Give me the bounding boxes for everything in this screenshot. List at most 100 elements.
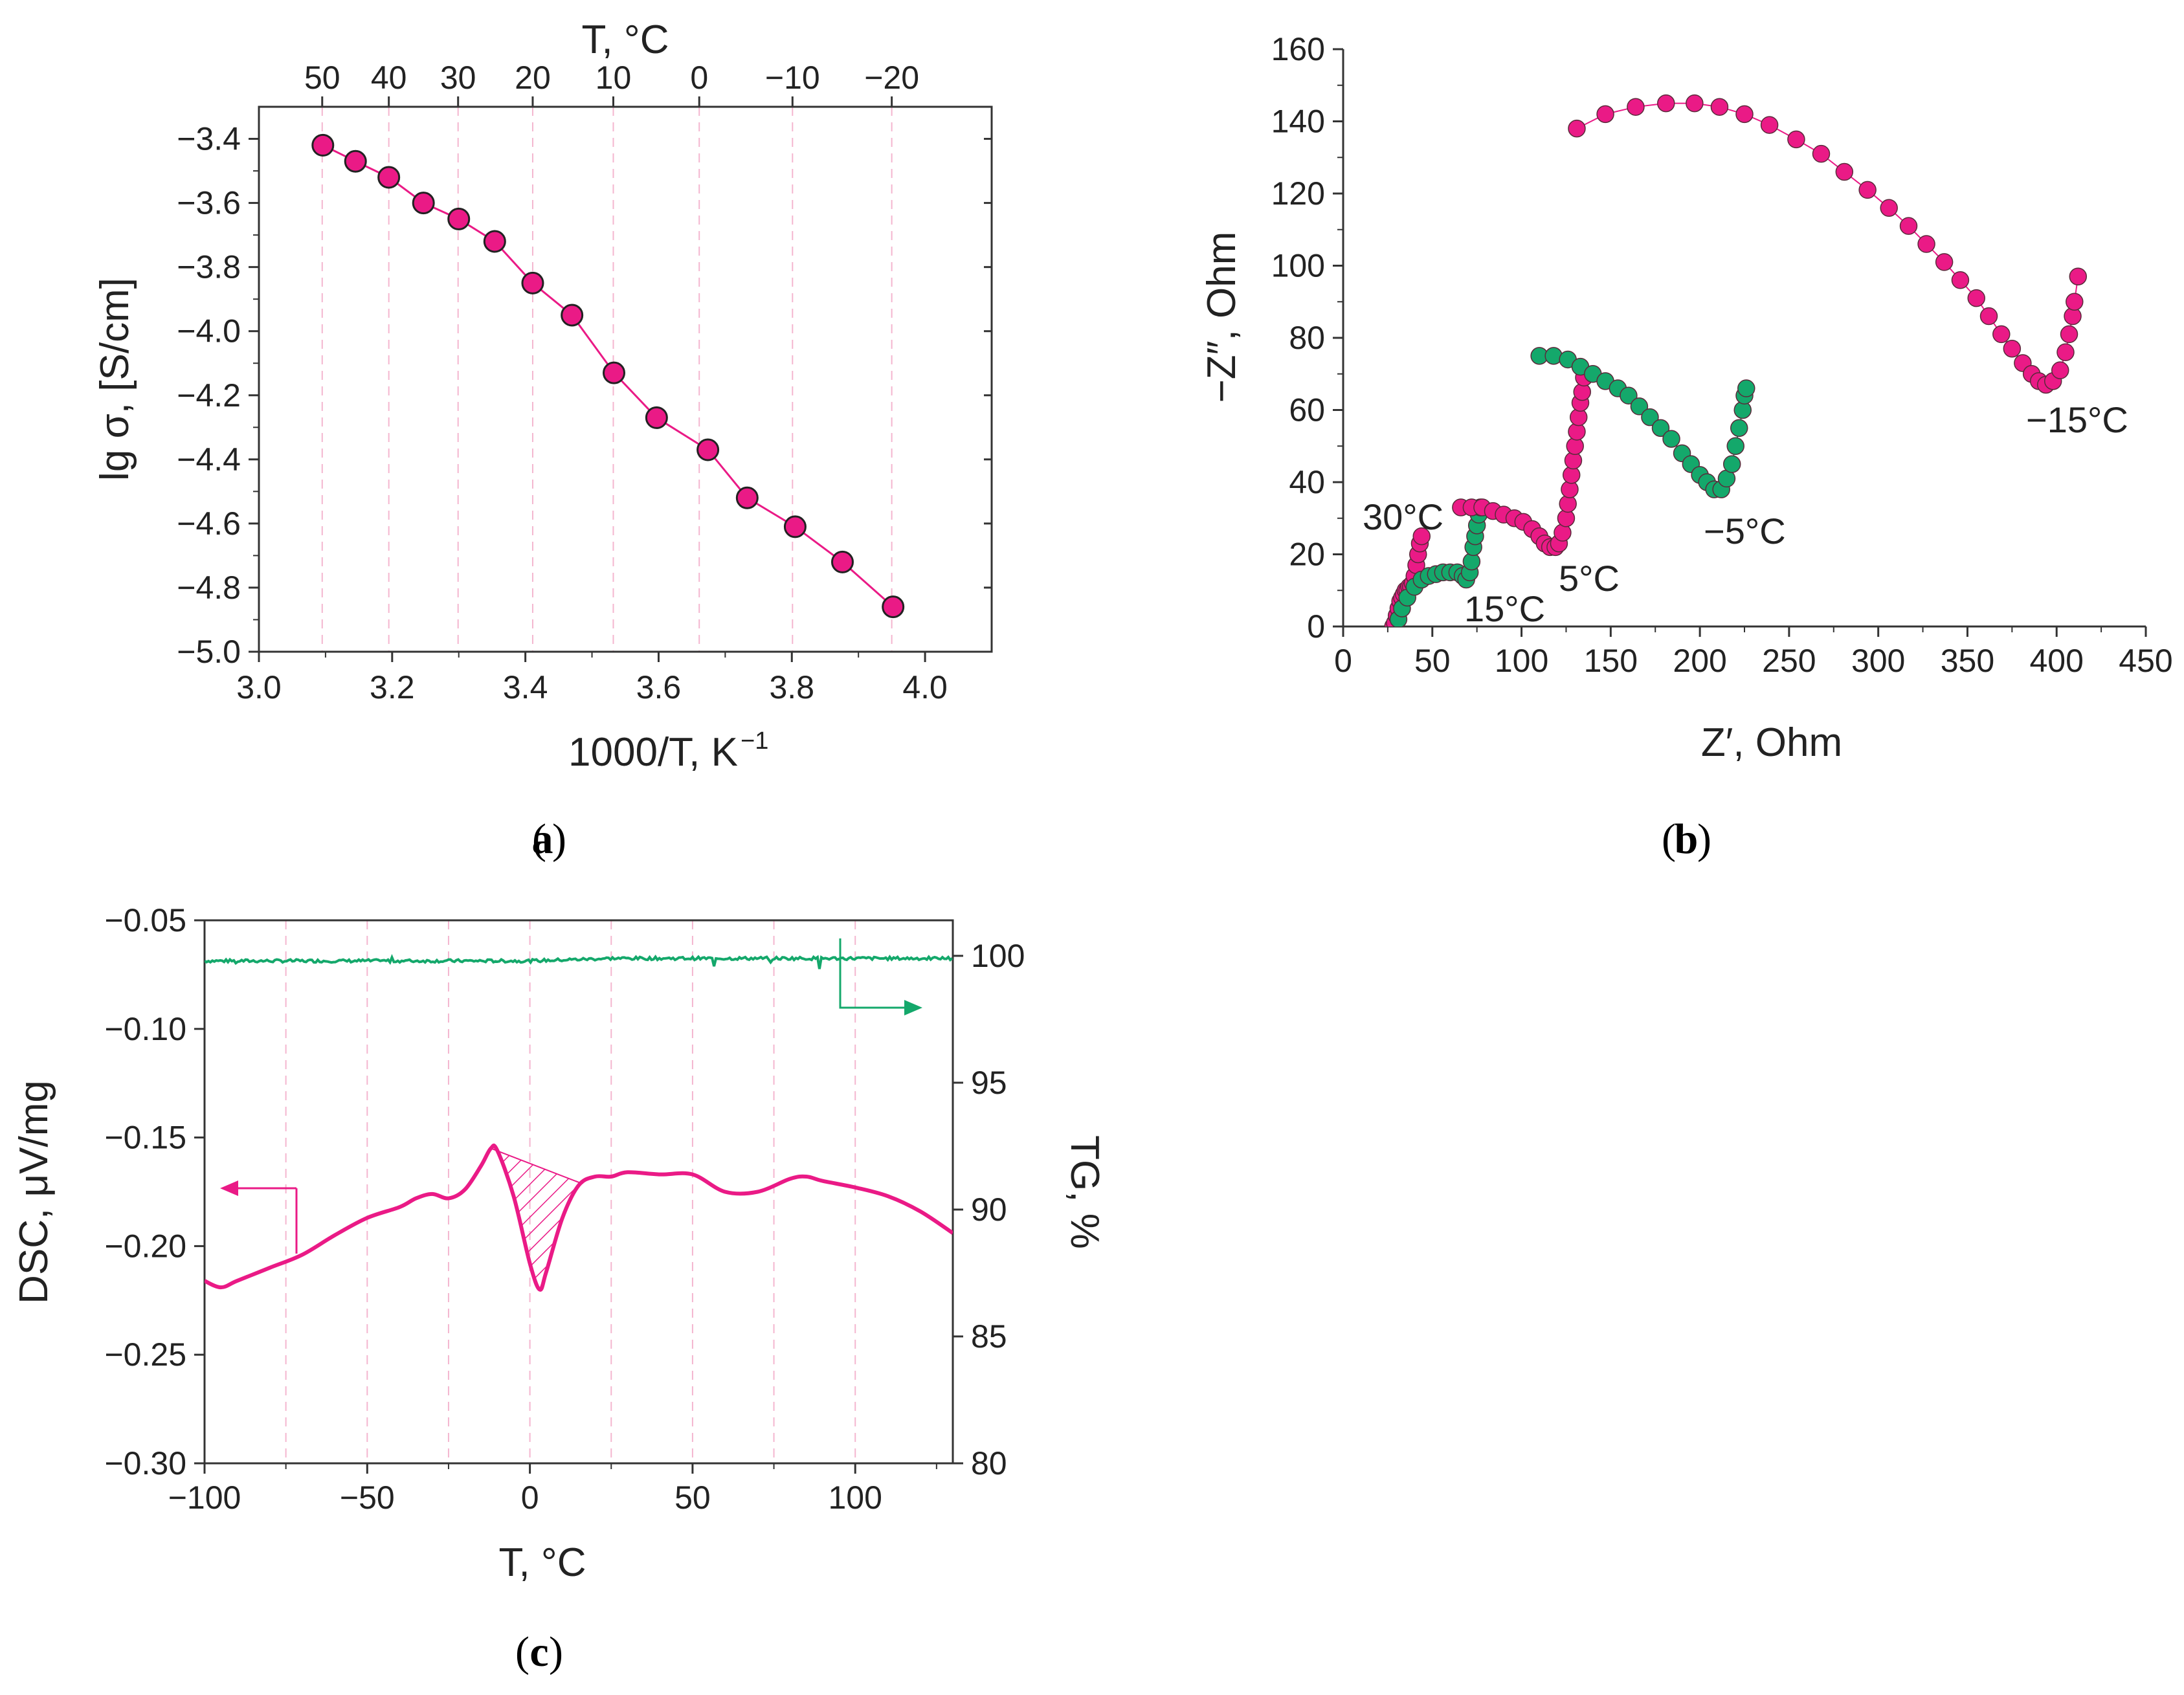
c-x-tick-label: 50	[674, 1479, 711, 1516]
b-data-point	[1760, 116, 1779, 134]
a-data-point	[447, 207, 471, 230]
a-x-tick-label: 3.2	[370, 669, 415, 705]
c-y2-tick-label: 95	[971, 1065, 1007, 1101]
b-anno-30c: 30°C	[1363, 496, 1443, 537]
a-data-point	[645, 406, 668, 429]
a-top-axis-label: T, °C	[581, 17, 669, 62]
b-y-tick-label: 120	[1271, 175, 1325, 212]
b-y-tick-label: 100	[1271, 248, 1325, 284]
b-data-point	[1710, 98, 1729, 116]
c-y2-axis-label: TG, %	[1062, 1135, 1107, 1249]
b-data-point	[2056, 343, 2075, 362]
c-y-tick-label: −0.25	[104, 1336, 186, 1373]
b-y-tick-label: 40	[1289, 464, 1325, 500]
c-y2-tick-label: 100	[971, 938, 1025, 974]
b-panel-label-close: )	[1697, 815, 1711, 863]
c-x-axis-label: T, °C	[498, 1540, 586, 1585]
a-data-point	[735, 486, 759, 509]
b-x-ticks: 0 50 100 150 200 250 300 350 400 450	[1334, 626, 2173, 679]
c-y-tick-label: −0.10	[104, 1011, 186, 1047]
a-data-point	[882, 595, 905, 619]
b-data-point	[1992, 325, 2011, 344]
b-data-point	[1651, 419, 1670, 438]
b-panel-label: b	[1675, 815, 1699, 863]
b-y-axis-label: −Z″, Ohm	[1199, 232, 1244, 403]
c-y2-tick-label: 90	[971, 1191, 1007, 1228]
b-y-tick-label: 80	[1289, 320, 1325, 356]
c-y-tick-label: −0.30	[104, 1445, 186, 1481]
c-y-axis-label: DSC, μV/mg	[12, 1080, 56, 1304]
a-top-tick-label: 40	[371, 60, 407, 96]
a-x-tick-label: 3.8	[770, 669, 815, 705]
a-data-point	[521, 271, 544, 294]
b-y-tick-label: 60	[1289, 392, 1325, 428]
a-data-point	[377, 166, 401, 189]
b-x-tick-label: 200	[1673, 643, 1726, 679]
c-y2-ticks: 100 95 90 85 80	[953, 938, 1025, 1481]
b-data-point	[1686, 94, 1704, 113]
b-data-point	[2060, 325, 2078, 344]
a-data-point	[603, 361, 626, 384]
b-data-point	[1787, 130, 1805, 149]
a-y-tick-label: −3.6	[177, 185, 241, 221]
a-y-tick-label: −4.8	[177, 570, 241, 606]
a-top-ticks: 50 40 30 20 10 0 −10 −20	[304, 60, 919, 107]
a-panel-label-close: )	[552, 815, 566, 863]
a-top-tick-label: 10	[596, 60, 632, 96]
c-series	[205, 954, 953, 1292]
a-data-point	[483, 230, 506, 253]
b-x-tick-label: 100	[1495, 643, 1548, 679]
c-x-tick-label: 0	[521, 1479, 539, 1516]
b-x-tick-label: 50	[1414, 643, 1451, 679]
a-data-point	[344, 150, 367, 173]
b-y-tick-label: 20	[1289, 537, 1325, 573]
b-x-axis-label: Z′, Ohm	[1701, 720, 1842, 765]
panel-c: −100 −50 0 50 100 −0.05−0.10−0.15−0.20−0.25−…	[12, 902, 1107, 1676]
b-data-point	[1967, 289, 1985, 307]
b-anno-5c: 5°C	[1559, 558, 1620, 599]
b-data-point	[1899, 217, 1918, 235]
b-y-ticks: 0 20 40 60 80 100 120 140 160	[1271, 31, 1343, 645]
b-data-point	[1630, 397, 1649, 415]
c-y2-tick-label: 80	[971, 1445, 1007, 1481]
c-dsc-arrow-icon	[220, 1180, 238, 1196]
b-data-point	[2003, 339, 2022, 358]
b-data-point	[1880, 199, 1898, 217]
a-x-axis-label-sup: −1	[741, 727, 768, 755]
a-panel-label: a	[532, 815, 553, 863]
b-data-point	[2051, 361, 2069, 379]
a-panel-label-open: (	[532, 815, 546, 863]
a-top-tick-label: 30	[440, 60, 476, 96]
a-data-point	[696, 438, 720, 461]
b-data-point	[1726, 437, 1744, 455]
b-x-tick-label: 400	[2030, 643, 2084, 679]
b-anno-minus15c: −15°C	[2026, 399, 2128, 440]
a-data-point	[561, 304, 584, 327]
b-data-point	[1951, 271, 1970, 289]
a-y-tick-label: −4.4	[177, 441, 241, 478]
b-data-point	[1596, 105, 1614, 124]
a-x-tick-label: 3.6	[636, 669, 682, 705]
b-anno-15c: 15°C	[1464, 588, 1545, 629]
b-data-point	[1735, 105, 1754, 124]
c-tg-line	[205, 954, 953, 969]
b-data-point	[1627, 98, 1645, 116]
a-x-tick-label: 4.0	[902, 669, 948, 705]
b-data-point	[1812, 144, 1831, 163]
b-data-point	[1917, 235, 1935, 253]
a-x-tick-label: 3.4	[503, 669, 548, 705]
c-plot-frame	[203, 919, 954, 1465]
b-x-tick-label: 250	[1762, 643, 1816, 679]
panel-b: 0 50 100 150 200 250 300 350 400 450 0 20 40 60 80 100…	[1199, 31, 2173, 863]
b-data-point	[1722, 455, 1741, 473]
c-tg-arrow-icon	[904, 1000, 922, 1015]
a-y-tick-label: −4.6	[177, 505, 241, 542]
a-series	[311, 133, 905, 619]
a-x-ticks: 3.0 3.2 3.4 3.6 3.8 4.0	[236, 652, 948, 705]
c-tg-axis-arrow-line	[839, 938, 911, 1009]
a-x-tick-label: 3.0	[236, 669, 282, 705]
c-y-tick-label: −0.05	[104, 902, 186, 938]
b-data-point	[1568, 119, 1586, 138]
c-x-tick-label: −100	[168, 1479, 241, 1516]
b-data-point	[2069, 267, 2088, 285]
